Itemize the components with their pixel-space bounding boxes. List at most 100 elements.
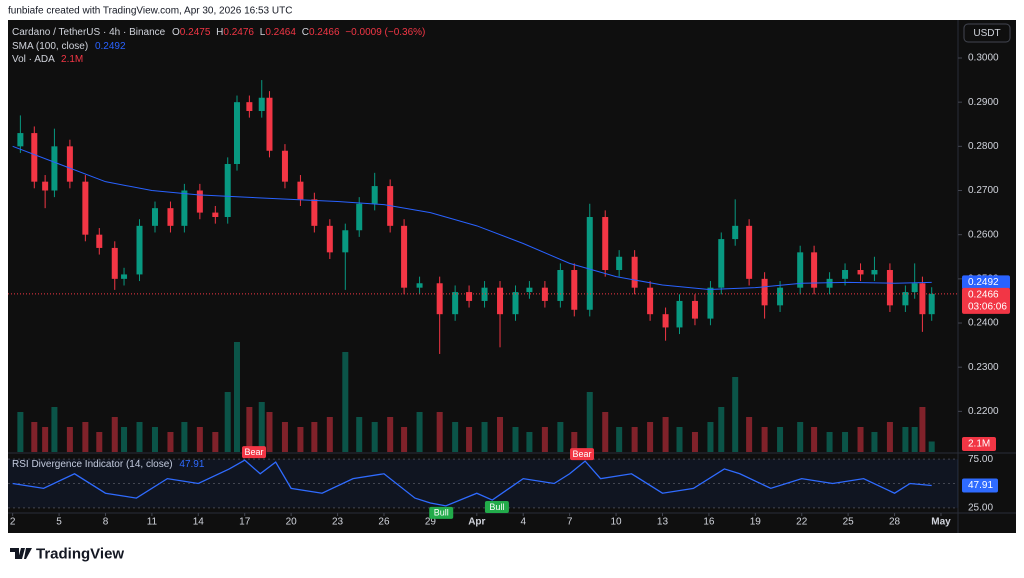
candle-body (66, 146, 73, 182)
legend-line-2: SMA (100, close) 0.2492 (12, 41, 126, 52)
candle-body (31, 133, 38, 182)
x-tick-label: 20 (286, 517, 298, 528)
candle-body (151, 208, 158, 226)
candle-body (631, 256, 638, 288)
y-tick-label: 0.2200 (968, 406, 999, 417)
volume-bar (111, 417, 118, 452)
h-label: H (216, 27, 223, 38)
candle-body (121, 274, 128, 279)
y-tick-label: 0.3000 (968, 53, 999, 64)
x-tick-label: 7 (567, 517, 573, 528)
volume-bar (718, 407, 725, 452)
l-label: L (260, 27, 266, 38)
signal-tag (429, 506, 454, 519)
candle-body (246, 102, 253, 111)
volume-bar (31, 422, 38, 452)
volume-bar (797, 422, 804, 452)
caption: funbiafe created with TradingView.com, A… (8, 6, 292, 17)
candle-body (602, 217, 609, 271)
volume-bar (616, 427, 623, 452)
signal-label: Bull (434, 508, 449, 518)
signal-tag (570, 448, 595, 461)
candle-body (902, 292, 909, 306)
x-tick-label: Apr (468, 517, 485, 528)
candle-body (82, 181, 89, 235)
signal-tag (242, 446, 267, 459)
candle-body (886, 270, 893, 306)
chart-background (8, 20, 1016, 533)
y-tick-label: 0.2700 (968, 185, 999, 196)
volume-tag (962, 437, 996, 451)
volume-bar (151, 427, 158, 452)
volume-bar (51, 407, 58, 452)
brand-icon (10, 548, 32, 559)
candle-body (718, 239, 725, 288)
volume-bar (121, 427, 128, 452)
x-tick-label: 4 (520, 517, 526, 528)
volume-bar (662, 417, 669, 452)
vol-value: 2.1M (61, 54, 83, 65)
volume-bar (266, 412, 273, 452)
volume-bar (246, 407, 253, 452)
currency-button[interactable] (963, 23, 1011, 43)
candle-body (911, 283, 918, 293)
candle-body (571, 270, 578, 310)
volume-bar (167, 432, 174, 452)
volume-bar (66, 427, 73, 452)
volume-bar (342, 352, 349, 452)
volume-bar (826, 432, 833, 452)
volume-bar (401, 427, 408, 452)
legend-line-3: Vol · ADA 2.1M (12, 54, 83, 65)
x-tick-label: 2 (10, 517, 16, 528)
volume-bar (196, 427, 203, 452)
rsi-line (12, 459, 932, 507)
candle-body (761, 278, 768, 306)
candle-body (167, 208, 174, 226)
candle-body (541, 287, 548, 301)
candle-body (777, 287, 784, 306)
currency-label[interactable]: USDT (973, 28, 1000, 39)
l-value: 0.2464 (265, 27, 296, 38)
candle-body (811, 252, 818, 288)
candle-body (266, 97, 273, 151)
volume-bar (481, 422, 488, 452)
sma-price-label: 0.2492 (968, 277, 999, 288)
candle-body (371, 186, 378, 204)
volume-bar (842, 432, 849, 452)
x-tick-label: 14 (193, 517, 205, 528)
volume-bar (919, 407, 926, 452)
volume-bar (356, 417, 363, 452)
x-tick-label: 26 (378, 517, 390, 528)
candle-body (436, 283, 443, 315)
volume-bar (707, 422, 714, 452)
candle-body (181, 190, 188, 226)
candle-body (928, 293, 935, 315)
volume-bar (631, 427, 638, 452)
candle-body (233, 102, 240, 164)
volume-bar (387, 417, 394, 452)
volume-bar (676, 427, 683, 452)
volume-bar (96, 432, 103, 452)
legend: Cardano / TetherUS · 4h · Binance O0.247… (12, 27, 425, 65)
candle-body (557, 270, 564, 301)
candle-body (871, 270, 878, 275)
volume-bar (497, 417, 504, 452)
sma-price-tag (962, 275, 1010, 290)
volume-bar (647, 422, 654, 452)
volume-bar (42, 427, 49, 452)
brand-name: TradingView (36, 545, 124, 562)
rsi-value: 47.91 (179, 459, 204, 470)
candle-body (497, 287, 504, 315)
candle-body (797, 252, 804, 288)
volume-bar (732, 377, 739, 452)
x-tick-label: 13 (657, 517, 669, 528)
volume-bar (82, 422, 89, 452)
volume-bar (224, 392, 231, 452)
volume-bar (436, 412, 443, 452)
candle-body (826, 278, 833, 288)
volume-bar (326, 417, 333, 452)
volume-bar (691, 432, 698, 452)
volume-bar (871, 432, 878, 452)
candle-body (732, 225, 739, 240)
